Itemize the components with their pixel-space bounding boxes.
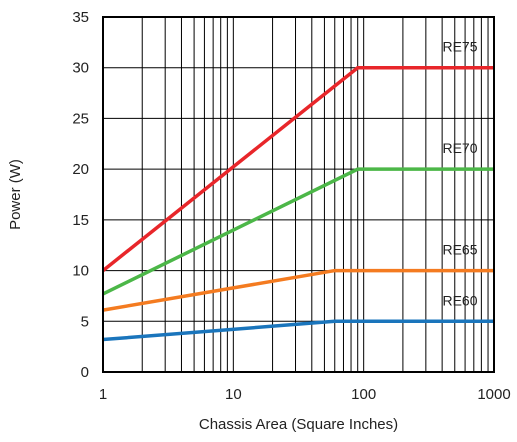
grid: [103, 17, 494, 372]
series-label-re65: RE65: [442, 242, 477, 258]
x-tick-label: 1000: [477, 386, 510, 403]
plot-frame: [102, 16, 495, 373]
series-lines: [101, 65, 494, 342]
x-tick-label: 100: [351, 386, 376, 403]
y-axis-label: Power (W): [7, 159, 24, 230]
series-line-re60: [102, 319, 494, 342]
y-tick-label: 30: [72, 60, 89, 77]
y-tick-label: 5: [81, 313, 89, 330]
series-line-re75: [101, 65, 494, 272]
x-axis-label: Chassis Area (Square Inches): [199, 416, 398, 433]
y-tick-label: 20: [72, 161, 89, 178]
series-label-re75: RE75: [442, 39, 477, 55]
y-tick-label: 0: [81, 364, 89, 381]
series-labels: RE75 RE70 RE65 RE60: [442, 39, 477, 309]
x-tick-label: 10: [225, 386, 242, 403]
x-tick-label: 1: [99, 386, 107, 403]
tick-labels: 0 5 10 15 20 25 30 35 1 10 100 1000: [72, 9, 510, 403]
y-tick-label: 25: [72, 110, 89, 127]
series-label-re60: RE60: [442, 292, 477, 308]
series-label-re70: RE70: [442, 140, 477, 156]
series-line-re70: [102, 167, 494, 296]
y-tick-label: 35: [72, 9, 89, 26]
series-line-re65: [102, 268, 494, 312]
y-tick-label: 15: [72, 212, 89, 229]
y-tick-label: 10: [72, 263, 89, 280]
